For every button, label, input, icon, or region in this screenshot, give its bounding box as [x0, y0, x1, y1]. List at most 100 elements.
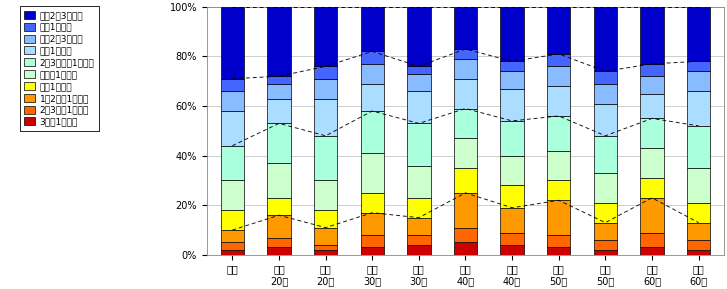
Bar [640, 247, 664, 255]
Bar [687, 223, 710, 240]
Bar [361, 213, 384, 235]
Bar [640, 7, 664, 64]
Bar [268, 7, 291, 76]
Bar [314, 79, 337, 99]
Bar [687, 203, 710, 223]
Bar [221, 180, 244, 210]
Bar [640, 233, 664, 247]
Bar [221, 111, 244, 146]
Bar [547, 66, 571, 86]
Bar [547, 7, 571, 54]
Bar [594, 71, 617, 84]
Bar [594, 84, 617, 103]
Bar [594, 136, 617, 173]
Bar [268, 76, 291, 84]
Bar [640, 64, 664, 76]
Bar [640, 94, 664, 118]
Bar [640, 118, 664, 148]
Bar [268, 99, 291, 123]
Bar [687, 91, 710, 126]
Bar [687, 71, 710, 91]
Bar [500, 156, 523, 186]
Bar [594, 103, 617, 136]
Bar [640, 198, 664, 233]
Bar [454, 242, 477, 255]
Bar [594, 7, 617, 71]
Legend: 週に2～3回程度, 週に1回程度, 月に2～3回程度, 月に1回程度, 2～3カ月に1回程度, 半年に1回程度, 年に1回程度, 1～2年に1回程度, 2～3年: 週に2～3回程度, 週に1回程度, 月に2～3回程度, 月に1回程度, 2～3カ… [20, 6, 99, 131]
Bar [268, 163, 291, 198]
Bar [314, 245, 337, 250]
Bar [687, 168, 710, 203]
Bar [547, 180, 571, 200]
Bar [500, 61, 523, 71]
Bar [640, 148, 664, 178]
Bar [314, 210, 337, 228]
Bar [361, 247, 384, 255]
Bar [687, 7, 710, 61]
Bar [221, 210, 244, 230]
Bar [361, 84, 384, 111]
Bar [361, 111, 384, 153]
Bar [594, 250, 617, 255]
Bar [361, 64, 384, 84]
Bar [268, 84, 291, 99]
Bar [407, 66, 430, 74]
Bar [314, 136, 337, 180]
Bar [407, 245, 430, 255]
Bar [407, 166, 430, 198]
Bar [454, 59, 477, 79]
Bar [500, 71, 523, 89]
Bar [594, 203, 617, 223]
Bar [454, 193, 477, 228]
Bar [687, 240, 710, 250]
Bar [454, 108, 477, 138]
Bar [407, 74, 430, 91]
Bar [361, 51, 384, 64]
Bar [687, 126, 710, 168]
Bar [221, 146, 244, 180]
Bar [361, 7, 384, 51]
Bar [454, 168, 477, 193]
Bar [687, 250, 710, 255]
Bar [454, 138, 477, 168]
Bar [407, 91, 430, 123]
Bar [221, 230, 244, 242]
Bar [221, 7, 244, 79]
Bar [361, 153, 384, 193]
Bar [500, 186, 523, 208]
Bar [500, 245, 523, 255]
Bar [454, 79, 477, 108]
Bar [407, 7, 430, 66]
Bar [314, 180, 337, 210]
Bar [687, 61, 710, 71]
Bar [221, 79, 244, 91]
Bar [314, 228, 337, 245]
Bar [407, 218, 430, 235]
Bar [500, 89, 523, 121]
Bar [594, 240, 617, 250]
Bar [221, 242, 244, 250]
Bar [314, 7, 337, 66]
Bar [407, 123, 430, 166]
Bar [594, 223, 617, 240]
Bar [268, 215, 291, 238]
Bar [594, 173, 617, 203]
Bar [547, 200, 571, 235]
Bar [640, 178, 664, 198]
Bar [500, 7, 523, 61]
Bar [361, 235, 384, 247]
Bar [268, 247, 291, 255]
Bar [268, 123, 291, 163]
Bar [407, 235, 430, 245]
Bar [221, 250, 244, 255]
Bar [500, 233, 523, 245]
Bar [361, 193, 384, 213]
Bar [454, 7, 477, 49]
Bar [314, 66, 337, 79]
Bar [640, 76, 664, 94]
Bar [547, 86, 571, 116]
Bar [547, 151, 571, 180]
Bar [547, 235, 571, 247]
Bar [221, 91, 244, 111]
Bar [314, 99, 337, 136]
